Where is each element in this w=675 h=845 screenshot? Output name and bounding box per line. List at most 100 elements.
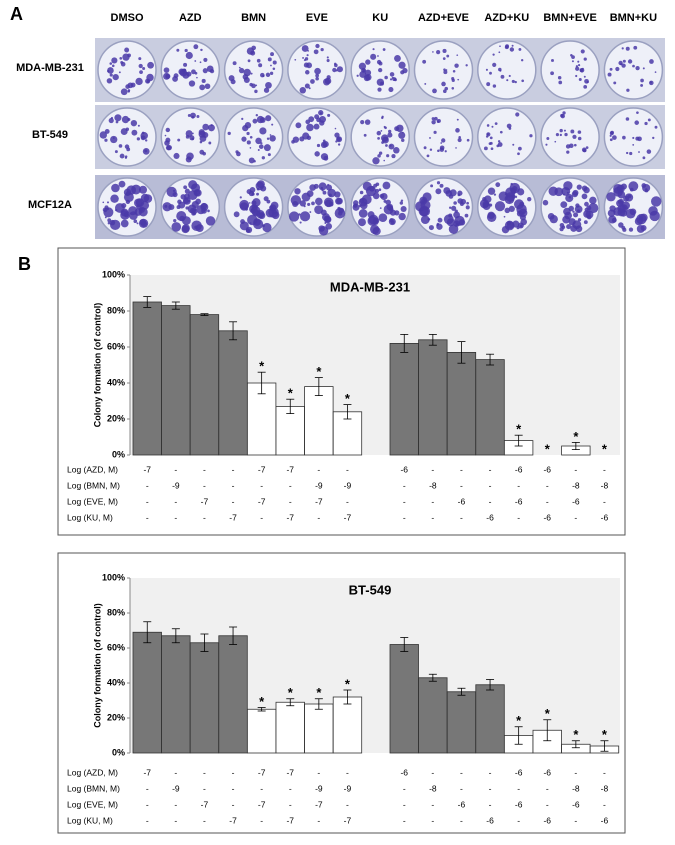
y-tick-label: 0%	[112, 449, 125, 459]
colony	[202, 68, 208, 74]
colony	[457, 193, 461, 197]
colony	[364, 69, 372, 76]
colony	[313, 49, 319, 55]
significance-star: *	[259, 694, 265, 709]
colony	[570, 129, 575, 134]
colony	[629, 151, 633, 156]
colony	[118, 180, 126, 188]
colony	[318, 182, 327, 191]
treatment-value: -	[232, 464, 235, 474]
colony	[444, 150, 447, 153]
colony	[520, 218, 528, 226]
error-bar	[257, 707, 266, 712]
colony	[483, 146, 488, 151]
treatment-value: -9	[315, 480, 323, 490]
colony	[426, 154, 430, 158]
colony	[315, 73, 319, 78]
bar	[446, 351, 477, 456]
colony	[187, 114, 191, 117]
error-bar	[171, 301, 180, 310]
colony	[302, 56, 305, 59]
colony	[259, 117, 266, 123]
colony	[548, 186, 558, 196]
colony	[609, 67, 613, 71]
treatment-value: -	[431, 799, 434, 809]
y-tick-label: 80%	[107, 607, 125, 617]
colony	[435, 188, 442, 195]
colony	[360, 120, 365, 125]
error-bar	[514, 726, 523, 745]
colony	[124, 156, 128, 159]
treatment-value: -	[603, 496, 606, 506]
colony	[613, 81, 617, 85]
colony	[454, 209, 458, 213]
colony	[376, 130, 382, 136]
treatment-value: -	[603, 464, 606, 474]
significance-star: *	[345, 391, 351, 406]
treatment-value: -	[403, 480, 406, 490]
colony	[489, 136, 493, 140]
colony	[575, 225, 583, 233]
significance-star: *	[345, 676, 351, 691]
colony	[138, 63, 143, 69]
bar	[218, 635, 248, 754]
error-bar	[171, 628, 180, 644]
error-bar	[143, 296, 152, 308]
treatment-value: -	[546, 783, 549, 793]
colony	[625, 208, 636, 219]
colony	[623, 195, 630, 202]
treatment-value: -	[460, 512, 463, 522]
colony	[486, 82, 491, 87]
y-tick-label: 0%	[112, 747, 125, 757]
colony	[431, 119, 436, 125]
colony	[270, 64, 272, 67]
colony	[562, 111, 566, 115]
colony	[248, 190, 255, 197]
treatment-value: -	[603, 767, 606, 777]
colony	[583, 75, 586, 78]
treatment-value: -9	[172, 480, 180, 490]
colony	[578, 78, 582, 82]
colony	[263, 144, 271, 152]
colony	[645, 188, 648, 191]
column-label: BMN+KU	[610, 12, 657, 24]
error-bar	[600, 740, 609, 752]
colony	[451, 205, 457, 211]
colony	[506, 220, 511, 226]
colony	[110, 135, 118, 144]
colony	[433, 116, 438, 121]
treatment-value: -	[546, 496, 549, 506]
colony	[359, 190, 364, 195]
colony	[423, 146, 427, 150]
colony	[193, 189, 201, 197]
colony	[566, 224, 572, 230]
colony	[514, 80, 517, 84]
colony	[328, 193, 332, 197]
colony	[588, 203, 599, 214]
colony	[584, 201, 589, 207]
colony	[188, 80, 196, 87]
colony	[367, 211, 375, 219]
colony	[255, 113, 259, 117]
colony	[455, 222, 459, 226]
chart-frame	[57, 552, 626, 834]
y-tick-label: 20%	[107, 712, 125, 722]
colony	[305, 70, 310, 75]
colony	[360, 201, 368, 210]
colony	[205, 216, 216, 226]
colony	[120, 60, 124, 64]
colony	[201, 78, 206, 83]
colony	[431, 117, 435, 121]
treatment-value: -	[174, 815, 177, 825]
colony	[114, 150, 118, 154]
colony	[378, 61, 383, 66]
error-bar	[314, 377, 323, 397]
colony	[111, 64, 115, 68]
column-label: BMN	[241, 12, 266, 24]
colony	[163, 67, 170, 74]
bar	[161, 305, 191, 456]
colony	[198, 129, 205, 136]
colony	[326, 56, 329, 59]
colony	[326, 75, 331, 80]
treatment-value: -	[146, 496, 149, 506]
